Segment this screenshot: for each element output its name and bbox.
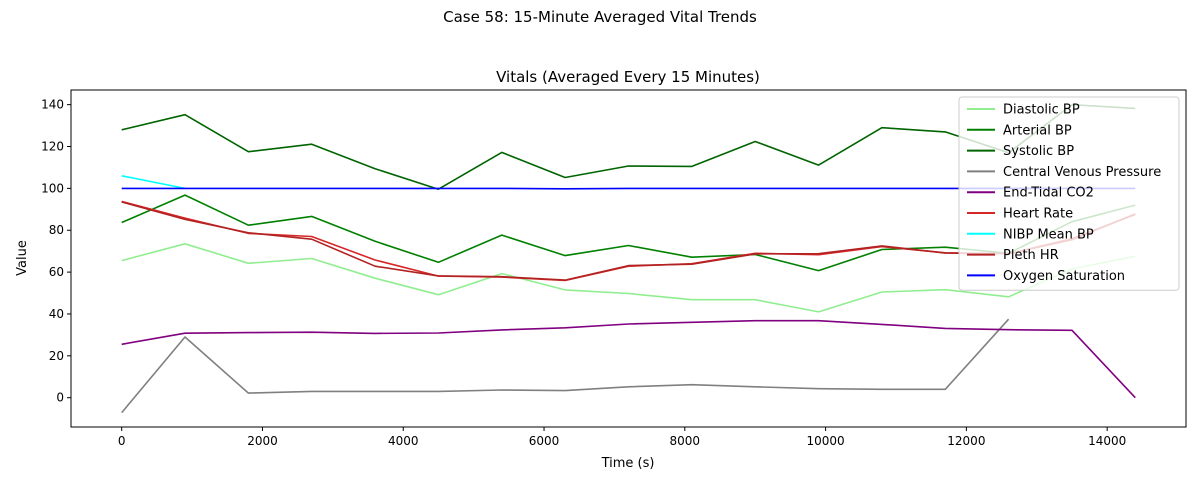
x-tick-label: 4000 (388, 434, 419, 448)
legend-label: Heart Rate (1003, 207, 1073, 222)
legend-label: Oxygen Saturation (1003, 269, 1125, 284)
x-tick-label: 10000 (807, 434, 845, 448)
y-tick-label: 20 (49, 349, 64, 363)
chart-suptitle: Case 58: 15-Minute Averaged Vital Trends (443, 8, 757, 26)
legend-label: End-Tidal CO2 (1003, 186, 1094, 201)
series-line-end-tidal-co2 (121, 319, 1136, 399)
axes-frame (70, 89, 1187, 428)
x-tick-label: 2000 (247, 434, 278, 448)
series-line-nibp-mean-bp (121, 175, 186, 190)
x-tick-label: 8000 (670, 434, 701, 448)
y-tick-label: 80 (49, 223, 64, 237)
legend-label: Central Venous Pressure (1003, 165, 1161, 180)
x-axis-label: Time (s) (601, 456, 655, 471)
legend-label: NIBP Mean BP (1003, 227, 1094, 242)
series-line-central-venous-pressure (121, 318, 1010, 414)
chart-title: Vitals (Averaged Every 15 Minutes) (496, 68, 760, 86)
y-tick-label: 100 (41, 181, 64, 195)
x-tick-label: 0 (118, 434, 126, 448)
legend-label: Diastolic BP (1003, 103, 1080, 118)
legend-box (958, 96, 1180, 291)
y-axis-label: Value (15, 240, 30, 276)
y-tick-label: 140 (41, 98, 64, 112)
legend-label: Arterial BP (1003, 123, 1072, 138)
legend-label: Pleth HR (1003, 248, 1059, 263)
y-tick-label: 60 (49, 265, 64, 279)
x-tick-label: 14000 (1088, 434, 1126, 448)
y-tick-label: 40 (49, 307, 64, 321)
y-tick-label: 0 (56, 391, 64, 405)
axis-ticks: 0 2000 4000 6000 8000 10000 12000 14000 0 20 40 60 8… (41, 98, 1126, 448)
legend: Diastolic BP Arterial BP Systolic BP Centra… (958, 96, 1180, 291)
x-tick-label: 12000 (947, 434, 985, 448)
x-tick-label: 6000 (529, 434, 560, 448)
legend-label: Systolic BP (1003, 144, 1074, 159)
y-tick-label: 120 (41, 140, 64, 154)
series-line-diastolic-bp (121, 243, 1136, 313)
